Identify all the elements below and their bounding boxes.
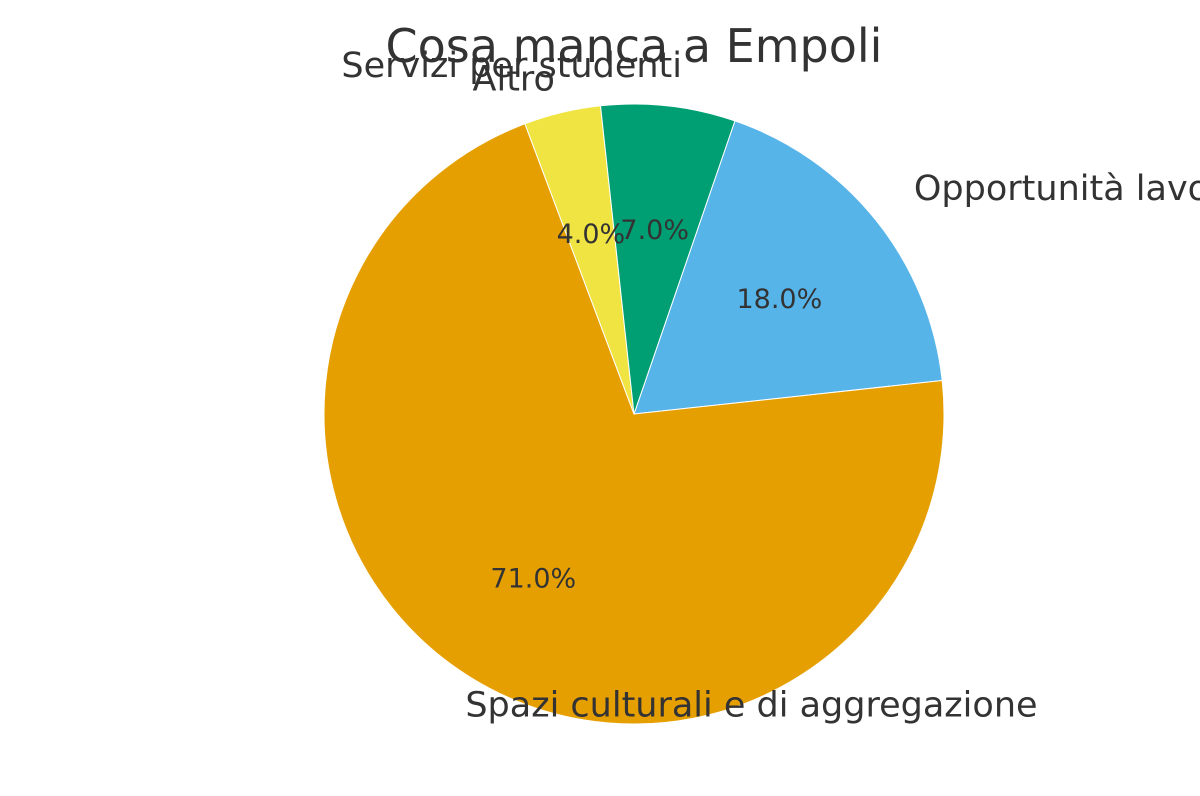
category-label-spazi-culturali-e-di-aggregazione: Spazi culturali e di aggregazione [465, 685, 1037, 725]
percentage-label-servizi-per-studenti: 7.0% [620, 215, 689, 246]
percentage-label-spazi-culturali-e-di-aggregazione: 71.0% [490, 564, 576, 595]
category-label-opportunita-lavorative: Opportunità lavorative [914, 169, 1200, 209]
pie-slice-servizi-per-studenti [599, 103, 736, 415]
percentage-label-altro: 4.0% [557, 219, 626, 250]
chart-title: Cosa manca a Empoli [386, 19, 883, 73]
pie-slice-spazi-culturali-e-di-aggregazione [323, 123, 945, 725]
category-label-altro: Altro [473, 59, 555, 99]
percentage-label-opportunita-lavorative: 18.0% [736, 284, 822, 315]
percentage-labels: 18.0% 71.0% 4.0%7.0% [490, 215, 822, 595]
pie-slices [323, 103, 945, 725]
category-label-servizi-per-studenti: Servizi per studenti [341, 46, 682, 86]
pie-slice-opportunita-lavorative [633, 120, 943, 415]
category-labels: Opportunità lavorative Spazi culturali e … [341, 46, 1200, 725]
